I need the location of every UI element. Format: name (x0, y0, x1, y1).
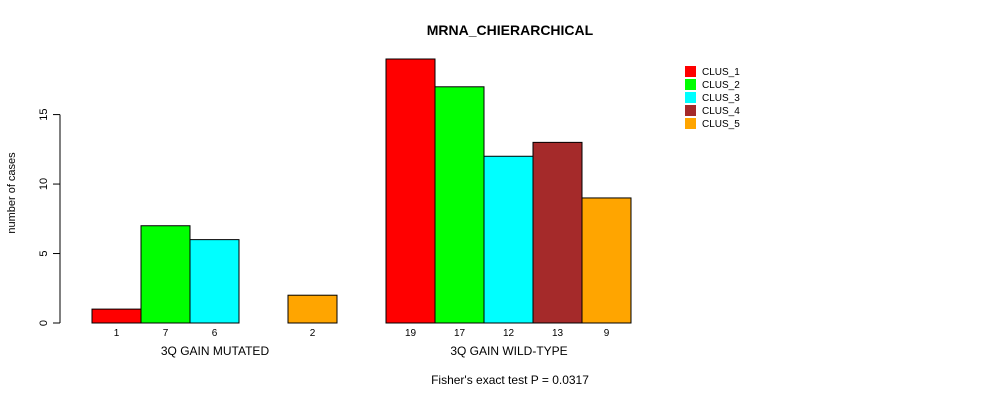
bar-wild-type-clus-3 (483, 155, 534, 324)
bar-wild-type-clus-4 (532, 141, 583, 324)
count-label-wild-type-clus-1: 19 (405, 328, 417, 339)
group-label-wild-type: 3Q GAIN WILD-TYPE (450, 344, 567, 358)
y-axis-label: number of cases (6, 152, 18, 234)
count-label-wild-type-clus-2: 17 (454, 328, 466, 339)
legend-swatch-clus-1 (685, 66, 696, 77)
legend-swatch-clus-4 (685, 105, 696, 116)
y-axis: 0 5 10 15 (38, 108, 61, 326)
bar-mutated-clus-1 (91, 308, 142, 324)
legend-label-clus-1: CLUS_1 (702, 67, 740, 78)
bar-wild-type-clus-2 (434, 86, 485, 324)
legend-swatch-clus-5 (685, 118, 696, 129)
count-label-mutated-clus-2: 7 (163, 328, 169, 339)
legend-label-clus-4: CLUS_4 (702, 106, 740, 117)
bar-wild-type-clus-1 (385, 58, 436, 324)
y-tick-label-0: 0 (38, 320, 50, 326)
bar-mutated-clus-3 (189, 239, 240, 324)
group-label-mutated: 3Q GAIN MUTATED (161, 344, 270, 358)
count-labels: 1 7 6 2 19 17 12 13 9 (114, 328, 610, 339)
chart-title: MRNA_CHIERARCHICAL (427, 22, 594, 38)
fisher-test-annotation: Fisher's exact test P = 0.0317 (431, 373, 589, 387)
bar-mutated-clus-5 (287, 294, 338, 324)
legend: CLUS_1 CLUS_2 CLUS_3 CLUS_4 CLUS_5 (685, 66, 740, 130)
y-tick-label-15: 15 (38, 108, 50, 120)
bar-mutated-clus-2 (140, 225, 191, 324)
legend-label-clus-5: CLUS_5 (702, 119, 740, 130)
bar-wild-type-clus-5 (581, 197, 632, 324)
y-tick-label-10: 10 (38, 178, 50, 190)
count-label-mutated-clus-1: 1 (114, 328, 120, 339)
legend-label-clus-3: CLUS_3 (702, 93, 740, 104)
y-tick-label-5: 5 (38, 250, 50, 256)
count-label-wild-type-clus-4: 13 (552, 328, 564, 339)
legend-swatch-clus-2 (685, 79, 696, 90)
count-label-mutated-clus-3: 6 (212, 328, 218, 339)
count-label-wild-type-clus-5: 9 (604, 328, 610, 339)
legend-swatch-clus-3 (685, 92, 696, 103)
bars (91, 58, 632, 324)
count-label-mutated-clus-5: 2 (310, 328, 316, 339)
legend-label-clus-2: CLUS_2 (702, 80, 740, 91)
count-label-wild-type-clus-3: 12 (503, 328, 515, 339)
